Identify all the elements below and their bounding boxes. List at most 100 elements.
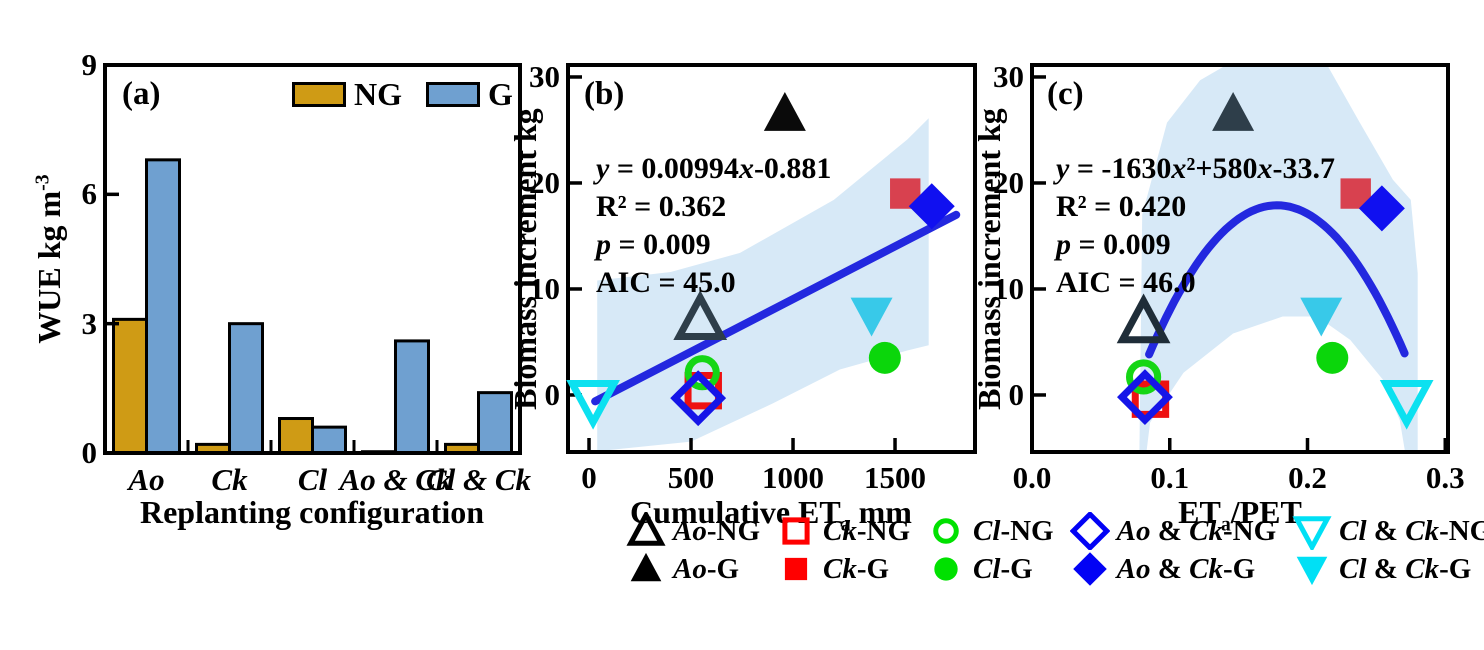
- panel-b-axis-frame: [566, 63, 977, 454]
- point-c-Ao & Ck-G: [1358, 185, 1405, 232]
- text-segment: a: [1220, 513, 1231, 536]
- text-segment: y: [1056, 152, 1070, 185]
- point-c-Ao-NG: [1116, 293, 1171, 344]
- panel-c-xtick-0.3: 0.3: [1425, 460, 1465, 495]
- bar-G-4: [477, 391, 513, 455]
- text-segment: p: [1056, 228, 1071, 261]
- legend-marker: [626, 512, 666, 546]
- legend-marker: [630, 552, 662, 582]
- panel-c-x-axis-title: ETa/PET: [1040, 494, 1440, 536]
- text-segment: Ck: [1405, 552, 1440, 585]
- text-segment: AIC = 46.0: [1056, 266, 1196, 299]
- panel-a-x-axis-title: Replanting configuration: [112, 494, 512, 531]
- panel-a-ytick-9: 9: [81, 47, 98, 82]
- legend-item: Cl-NG: [926, 512, 1054, 550]
- panel-b-ytick-20: 20: [529, 164, 560, 200]
- text-segment: Ao: [1116, 514, 1151, 547]
- text-segment: Ck: [1405, 514, 1440, 547]
- text-segment: -NG: [1222, 514, 1277, 547]
- text-segment: Cl: [1339, 552, 1367, 585]
- text-segment: Ao: [1116, 552, 1151, 585]
- legend-item-label: Ck-NG: [823, 515, 910, 548]
- bar-G-1: [228, 322, 264, 455]
- legend-marker: [1296, 556, 1328, 586]
- point-b-Ao & Ck-G: [908, 183, 955, 230]
- diamond-filled-icon: [1072, 552, 1107, 586]
- legend-item-label: Ao & Ck-NG: [1117, 515, 1277, 548]
- text-segment: -G: [1439, 552, 1472, 585]
- panel-a-tag: (a): [122, 76, 161, 112]
- panel-c-ytick-10: 10: [993, 270, 1024, 306]
- legend-marker: [1069, 512, 1110, 550]
- square-open-icon: [782, 517, 810, 545]
- legend-item-label: Ck-G: [823, 553, 889, 586]
- text-segment: R² = 0.362: [596, 190, 727, 223]
- legend-marker: [933, 518, 959, 544]
- panel-b-ytick-10: 10: [529, 270, 560, 306]
- text-segment: Cl: [973, 552, 1001, 585]
- text-segment: Ck: [823, 514, 857, 547]
- category-label-0: Ao: [128, 462, 165, 497]
- point-c-Ao-G: [1212, 92, 1255, 131]
- text-segment: Ck: [823, 552, 857, 585]
- legend-marker: [784, 557, 808, 581]
- stat-line: p = 0.009: [1056, 226, 1335, 264]
- point-b-Cl & Ck-NG: [566, 379, 620, 430]
- text-segment: = 0.009: [611, 228, 711, 261]
- text-segment: -NG: [1000, 514, 1054, 547]
- confidence-band-b: [597, 118, 929, 452]
- legend-marker: [1292, 516, 1332, 550]
- stat-line: y = -1630x²+580x-33.7: [1056, 150, 1335, 188]
- panel-c-tag: (c): [1047, 76, 1084, 112]
- category-label-2: Cl: [297, 462, 328, 497]
- stat-line: p = 0.009: [596, 226, 831, 264]
- panel-b-stats: y = 0.00994x-0.881 R² = 0.362 p = 0.009 AIC…: [596, 150, 831, 302]
- legend-item: Ao-NG: [626, 512, 760, 550]
- text-segment: Ao: [673, 552, 707, 585]
- panel-b-xtick-1000: 1000: [762, 460, 825, 495]
- point-b-Cl-G: [868, 341, 901, 374]
- marker-legend: Ao-NG Ck-NG Cl-NG Ao & Ck-NG Cl & Ck-NG Ao-G C…: [626, 512, 1484, 588]
- text-segment: = 0.009: [1071, 228, 1171, 261]
- panel-c-stats: y = -1630x²+580x-33.7 R² = 0.420 p = 0.009…: [1056, 150, 1335, 302]
- triangle-filled-icon: [630, 552, 662, 582]
- legend-item: Cl & Ck-G: [1292, 550, 1484, 588]
- fit-line-b: [591, 210, 961, 406]
- text-segment: -NG: [856, 514, 911, 547]
- text-segment: -NG: [1439, 514, 1484, 547]
- diamond-open-icon: [1069, 512, 1110, 550]
- stat-line: AIC = 45.0: [596, 264, 831, 302]
- triangle-down-open-icon: [1292, 516, 1332, 550]
- panel-c-xtick-0.2: 0.2: [1288, 460, 1327, 495]
- panel-a-ytick-6: 6: [81, 176, 98, 212]
- legend-item-label: Ao-NG: [673, 515, 760, 548]
- legend-marker: [934, 557, 958, 581]
- legend-item-label: Cl-G: [973, 553, 1033, 586]
- text-segment: -G: [856, 552, 890, 585]
- stat-line: AIC = 46.0: [1056, 264, 1335, 302]
- legend-item: Ao & Ck-G: [1070, 550, 1277, 588]
- g-color-swatch: [426, 82, 480, 107]
- ng-legend-label: NG: [354, 76, 402, 112]
- legend-item-label: Ao-G: [673, 553, 739, 586]
- panel-b-ytick-0: 0: [544, 376, 561, 412]
- point-c-Ao & Ck-NG: [1117, 369, 1173, 426]
- text-segment: Cl: [1339, 514, 1367, 547]
- text-segment: x: [1257, 152, 1273, 185]
- point-b-Ao & Ck-NG: [670, 370, 727, 427]
- panel-c-xtick-0.0: 0.0: [1012, 460, 1052, 495]
- panel-a-ytick-3: 3: [81, 305, 98, 341]
- text-segment: -G: [1000, 552, 1033, 585]
- text-segment: R² = 0.420: [1056, 190, 1187, 223]
- text-segment: a: [840, 513, 851, 536]
- panel-a-legend: NG G: [292, 76, 529, 113]
- panel-c-xtick-0.1: 0.1: [1150, 460, 1190, 495]
- panel-a-y-axis-title: WUE kg m-3: [31, 89, 73, 429]
- point-c-Cl-G: [1316, 341, 1349, 374]
- triangle-down-filled-icon: [1296, 556, 1328, 586]
- text-segment: ET: [1178, 494, 1221, 530]
- point-b-Ao-G: [763, 92, 806, 131]
